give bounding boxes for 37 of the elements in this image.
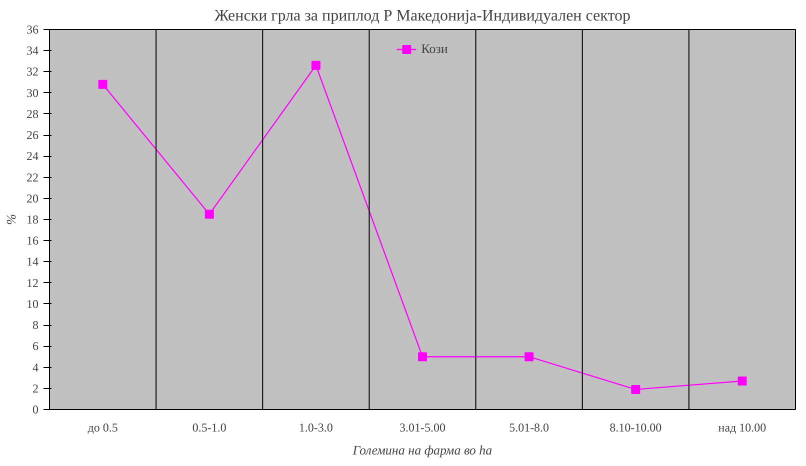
x-axis-title: Големина на фарма во ha bbox=[352, 442, 493, 458]
y-tick-label: 2 bbox=[32, 381, 38, 396]
y-tick-label: 0 bbox=[32, 402, 38, 416]
y-tick-label: 26 bbox=[26, 128, 38, 142]
y-tick-label: 12 bbox=[26, 276, 38, 290]
y-axis-title: % bbox=[4, 214, 18, 225]
x-tick-label: до 0.5 bbox=[88, 420, 118, 434]
y-tick-label: 10 bbox=[26, 296, 38, 311]
y-tick-label: 36 bbox=[26, 22, 38, 36]
x-tick-label: 3.01-5.00 bbox=[400, 420, 446, 434]
point bbox=[98, 80, 108, 89]
y-tick-label: 14 bbox=[26, 254, 38, 269]
point bbox=[738, 376, 747, 386]
x-tick-label: над 10.00 bbox=[718, 420, 766, 434]
legend-label: Кози bbox=[421, 41, 448, 57]
y-tick-label: 24 bbox=[26, 149, 38, 164]
x-tick-label: 8.10-10.00 bbox=[610, 420, 662, 434]
x-tick-label: 5.01-8.0 bbox=[509, 420, 550, 434]
point bbox=[524, 352, 534, 362]
y-tick-label: 28 bbox=[26, 106, 38, 121]
y-tick-label: 16 bbox=[26, 234, 38, 248]
y-tick-label: 30 bbox=[26, 86, 38, 100]
x-tick-label: 1.0-3.0 bbox=[298, 420, 333, 434]
y-tick-label: 20 bbox=[26, 191, 38, 206]
y-tick-label: 8 bbox=[32, 318, 38, 332]
point bbox=[204, 210, 214, 219]
y-tick-label: 34 bbox=[26, 44, 38, 58]
point bbox=[631, 384, 640, 394]
y-tick-label: 6 bbox=[32, 339, 38, 354]
chart-title: Женски грла за приплод Р Македонија-Индивидуален сектор bbox=[214, 8, 630, 24]
point bbox=[418, 352, 427, 362]
y-tick-label: 22 bbox=[26, 170, 38, 184]
y-tick-label: 32 bbox=[26, 64, 38, 79]
y-tick-label: 4 bbox=[32, 360, 38, 374]
point bbox=[311, 60, 320, 70]
x-tick-label: 0.5-1.0 bbox=[192, 420, 226, 434]
y-tick-label: 18 bbox=[26, 212, 38, 226]
